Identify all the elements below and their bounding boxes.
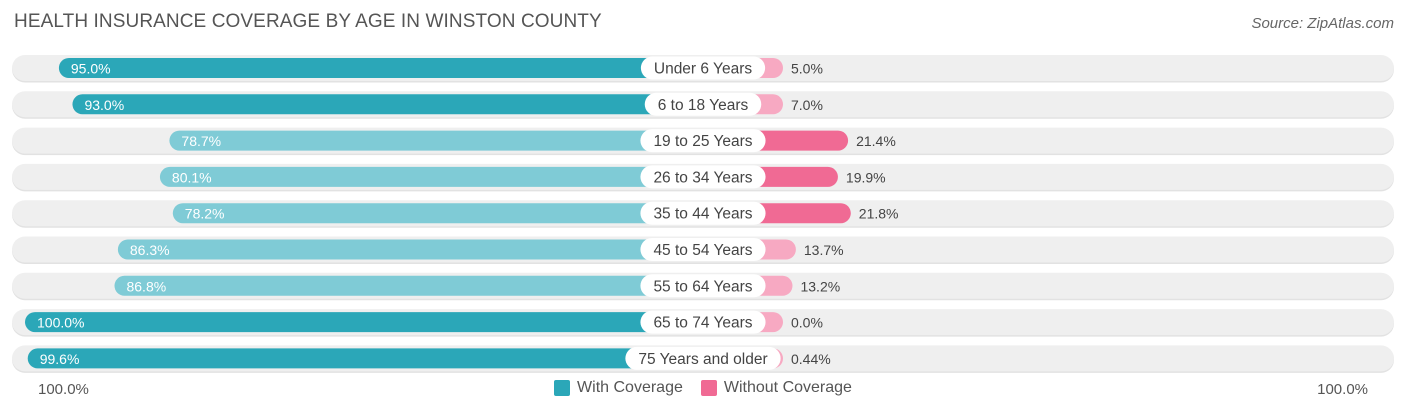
bar-with-coverage bbox=[72, 94, 703, 115]
bar-with-coverage bbox=[27, 348, 704, 369]
label-without-coverage: 0.44% bbox=[791, 351, 831, 367]
category-pill bbox=[640, 310, 766, 334]
category-label: 19 to 25 Years bbox=[653, 133, 752, 150]
label-with-coverage: 86.8% bbox=[126, 278, 166, 294]
category-pill bbox=[644, 92, 762, 116]
label-without-coverage: 7.0% bbox=[791, 97, 823, 113]
bar-with-coverage bbox=[172, 203, 703, 224]
legend: With Coverage Without Coverage bbox=[0, 379, 1406, 397]
category-pill bbox=[640, 56, 766, 80]
bar-with-coverage bbox=[114, 275, 704, 296]
legend-item-without-coverage[interactable]: Without Coverage bbox=[700, 379, 852, 397]
axis-left-label: 100.0% bbox=[38, 381, 89, 398]
source-credit: Source: ZipAtlas.com bbox=[1251, 15, 1394, 32]
legend-with-label: With Coverage bbox=[577, 379, 683, 396]
category-label: 26 to 34 Years bbox=[653, 169, 752, 186]
chart-title: HEALTH INSURANCE COVERAGE BY AGE IN WINS… bbox=[14, 11, 602, 32]
category-label: Under 6 Years bbox=[654, 61, 752, 78]
legend-item-with-coverage[interactable]: With Coverage bbox=[554, 379, 683, 397]
label-with-coverage: 95.0% bbox=[71, 61, 111, 77]
label-with-coverage: 80.1% bbox=[172, 169, 212, 185]
bar-with-coverage bbox=[169, 130, 703, 151]
category-pill bbox=[640, 165, 766, 189]
category-pill bbox=[640, 129, 766, 153]
label-without-coverage: 13.7% bbox=[804, 242, 844, 258]
category-label: 75 Years and older bbox=[638, 351, 767, 368]
category-label: 6 to 18 Years bbox=[658, 97, 749, 114]
category-label: 65 to 74 Years bbox=[653, 315, 752, 332]
without-coverage-swatch bbox=[700, 380, 717, 396]
label-without-coverage: 21.4% bbox=[856, 133, 896, 149]
category-pill bbox=[625, 346, 781, 370]
label-without-coverage: 19.9% bbox=[846, 169, 886, 185]
axis-right-label: 100.0% bbox=[1317, 381, 1368, 398]
bar-with-coverage bbox=[58, 58, 703, 78]
label-with-coverage: 100.0% bbox=[37, 315, 84, 331]
category-label: 55 to 64 Years bbox=[653, 278, 752, 295]
category-label: 35 to 44 Years bbox=[653, 206, 752, 223]
label-without-coverage: 5.0% bbox=[791, 61, 823, 77]
with-coverage-swatch bbox=[554, 380, 571, 396]
bar-with-coverage bbox=[159, 166, 703, 187]
label-without-coverage: 0.0% bbox=[791, 315, 823, 331]
label-with-coverage: 93.0% bbox=[84, 97, 124, 113]
legend-without-label: Without Coverage bbox=[723, 379, 852, 396]
bar-with-coverage bbox=[25, 312, 703, 333]
label-with-coverage: 78.7% bbox=[181, 133, 221, 149]
label-with-coverage: 99.6% bbox=[40, 351, 80, 367]
bar-with-coverage bbox=[117, 239, 704, 260]
category-pill bbox=[640, 238, 766, 261]
category-pill bbox=[640, 201, 766, 225]
label-without-coverage: 13.2% bbox=[800, 278, 840, 294]
label-without-coverage: 21.8% bbox=[859, 206, 899, 222]
label-with-coverage: 86.3% bbox=[130, 242, 170, 258]
category-label: 45 to 54 Years bbox=[653, 242, 752, 259]
label-with-coverage: 78.2% bbox=[185, 206, 225, 222]
category-pill bbox=[640, 274, 766, 298]
